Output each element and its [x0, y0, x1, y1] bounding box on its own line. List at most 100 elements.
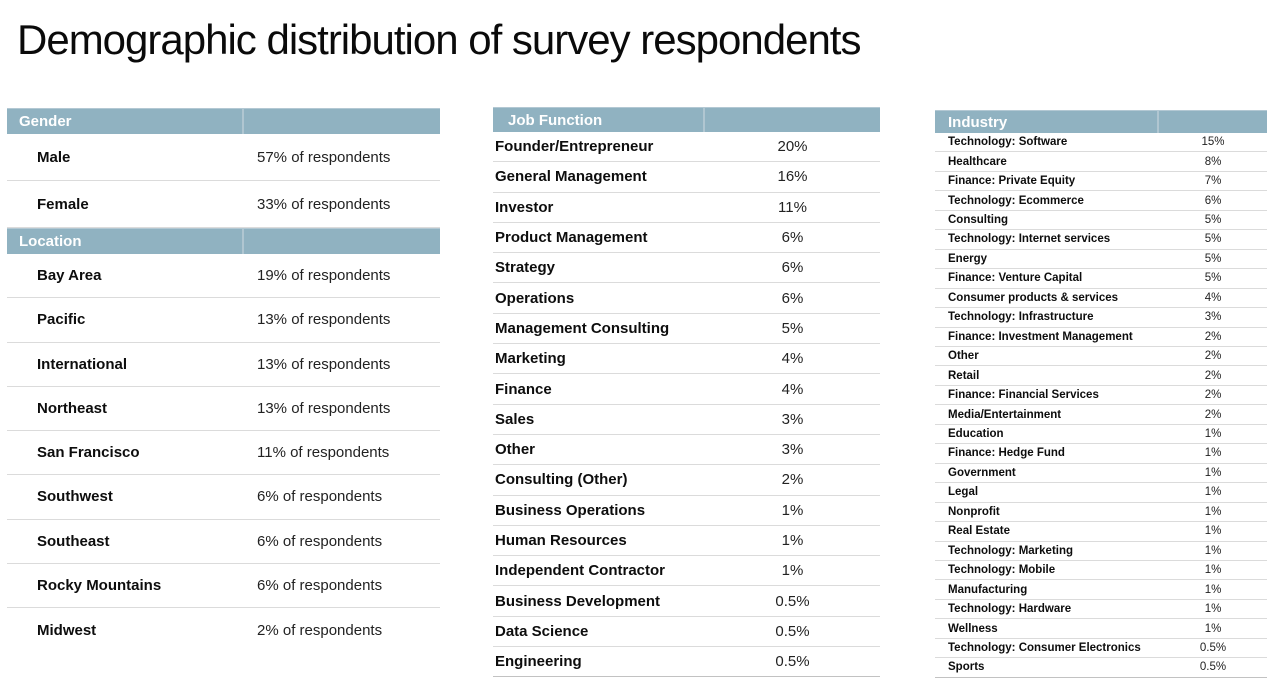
table-header-spacer: [244, 229, 440, 254]
table-row: Other 3%: [493, 435, 880, 466]
row-value: 8%: [1204, 155, 1222, 168]
table-row: General Management 16%: [493, 162, 880, 193]
row-value: 2%: [1204, 408, 1222, 421]
job-function-table: Job Function Founder/Entrepreneur 20% Ge…: [493, 107, 880, 678]
table-row: Real Estate 1%: [935, 522, 1267, 542]
row-label: Consulting (Other): [495, 471, 628, 489]
row-label: Media/Entertainment: [948, 408, 1062, 421]
row-label: Consumer products & services: [948, 291, 1119, 304]
row-value: 19% of respondents: [257, 267, 391, 285]
table-row: Consumer products & services 4%: [935, 289, 1267, 309]
table-row: Data Science 0.5%: [493, 617, 880, 648]
row-value: 33% of respondents: [257, 195, 391, 213]
table-section: Founder/Entrepreneur 20% General Managem…: [493, 132, 880, 678]
row-label: Energy: [948, 252, 987, 265]
table-header-spacer: [1159, 111, 1267, 133]
table-header-label: Location: [7, 229, 244, 254]
row-value: 13% of respondents: [257, 355, 391, 373]
table-row: Finance: Hedge Fund 1%: [935, 444, 1267, 464]
row-label: Engineering: [495, 653, 582, 671]
table-row: Rocky Mountains 6% of respondents: [7, 564, 440, 608]
row-label: Business Development: [495, 592, 661, 610]
table-row: Other 2%: [935, 347, 1267, 367]
row-label: Southwest: [37, 488, 113, 506]
row-label: Independent Contractor: [495, 562, 666, 580]
table-section: Male 57% of respondents Female 33% of re…: [7, 134, 440, 228]
table-header-row: Job Function: [493, 107, 880, 132]
table-header-spacer: [244, 109, 440, 134]
row-label: Legal: [948, 486, 979, 499]
table-row: Education 1%: [935, 425, 1267, 445]
row-value: 11% of respondents: [257, 444, 390, 462]
table-row: San Francisco 11% of respondents: [7, 431, 440, 476]
row-label: Human Resources: [495, 532, 627, 549]
row-value: 4%: [1204, 291, 1222, 304]
table-row: Finance: Investment Management 2%: [935, 328, 1267, 347]
row-label: Marketing: [495, 350, 566, 368]
table-row: Midwest 2% of respondents: [7, 608, 440, 652]
row-value: 5%: [1204, 252, 1222, 265]
row-label: Product Management: [495, 229, 648, 247]
row-label: Investor: [495, 198, 554, 216]
row-label: Technology: Software: [948, 136, 1068, 149]
row-value: 4%: [781, 380, 804, 398]
industry-table: Industry Technology: Software 15% Health…: [935, 110, 1267, 678]
row-label: Nonprofit: [948, 505, 1000, 518]
row-value: 2% of respondents: [257, 621, 383, 639]
row-value: 2%: [1204, 389, 1222, 402]
table-header-label: Job Function: [493, 108, 705, 132]
table-row: Consulting (Other) 2%: [493, 465, 880, 496]
table-row: Energy 5%: [935, 250, 1267, 270]
page-title: Demographic distribution of survey respo…: [17, 16, 861, 63]
table-row: Product Management 6%: [493, 223, 880, 254]
row-label: Male: [37, 148, 71, 166]
row-label: Real Estate: [948, 525, 1011, 538]
row-value: 1%: [1204, 486, 1222, 499]
row-value: 13% of respondents: [257, 311, 391, 329]
table-row: Retail 2%: [935, 366, 1267, 386]
row-label: Finance: Venture Capital: [948, 272, 1083, 285]
row-value: 6% of respondents: [257, 532, 383, 550]
row-value: 13% of respondents: [257, 399, 391, 417]
row-label: Northeast: [37, 399, 108, 417]
table-row: Technology: Internet services 5%: [935, 230, 1267, 250]
gender-location-table: Gender Male 57% of respondents Female 33…: [7, 108, 440, 652]
row-value: 6% of respondents: [257, 576, 383, 594]
table-row: Technology: Consumer Electronics 0.5%: [935, 639, 1267, 659]
table-row: Bay Area 19% of respondents: [7, 254, 440, 299]
row-label: Healthcare: [948, 155, 1007, 168]
row-value: 1%: [1204, 603, 1222, 616]
table-row: Technology: Infrastructure 3%: [935, 308, 1267, 328]
row-label: Finance: Financial Services: [948, 389, 1099, 402]
row-label: Other: [948, 350, 979, 363]
row-label: Technology: Infrastructure: [948, 311, 1094, 324]
row-label: Other: [495, 441, 536, 459]
row-value: 5%: [1204, 214, 1222, 227]
row-label: Government: [948, 466, 1016, 479]
row-value: 5%: [781, 319, 804, 337]
row-label: Technology: Mobile: [948, 564, 1056, 577]
row-value: 3%: [1204, 311, 1222, 324]
row-label: General Management: [495, 168, 647, 186]
table-row: Technology: Mobile 1%: [935, 561, 1267, 581]
row-label: International: [37, 355, 128, 373]
row-label: Finance: [495, 380, 552, 398]
row-value: 0.5%: [775, 592, 810, 610]
row-value: 6%: [781, 259, 804, 277]
row-label: Technology: Consumer Electronics: [948, 642, 1141, 654]
table-row: Management Consulting 5%: [493, 314, 880, 345]
table-section: Bay Area 19% of respondents Pacific 13% …: [7, 254, 440, 652]
table-header-row: Gender: [7, 108, 440, 134]
row-label: Wellness: [948, 622, 998, 635]
row-label: Technology: Hardware: [948, 603, 1072, 616]
row-value: 6% of respondents: [257, 488, 383, 506]
table-header-row: Industry: [935, 110, 1267, 133]
table-row: Strategy 6%: [493, 253, 880, 284]
row-value: 5%: [1204, 233, 1222, 246]
row-value: 1%: [1204, 525, 1222, 538]
table-row: Nonprofit 1%: [935, 503, 1267, 523]
row-value: 1%: [781, 532, 804, 549]
row-label: Pacific: [37, 311, 86, 329]
row-label: Operations: [495, 289, 575, 307]
row-label: Business Operations: [495, 501, 646, 519]
